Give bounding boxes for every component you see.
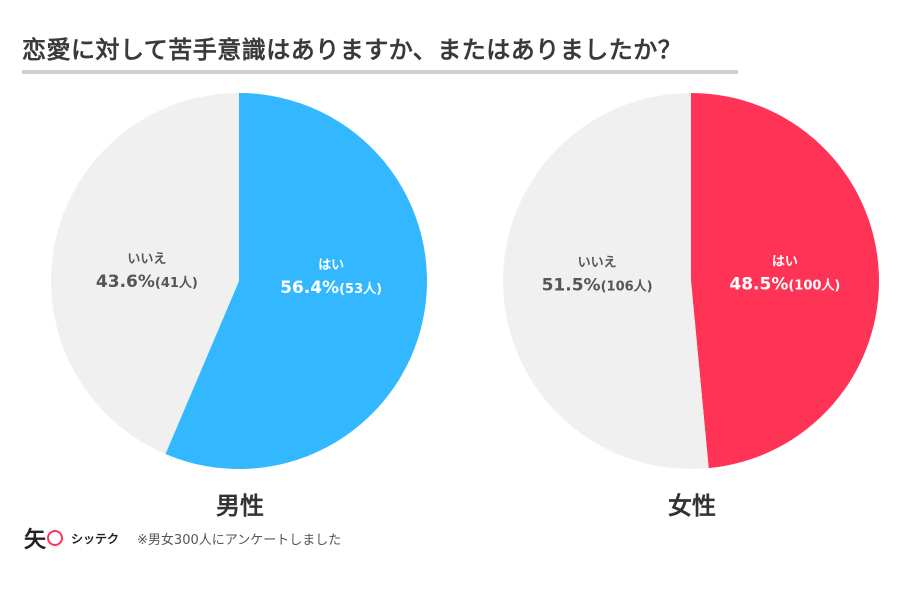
slice-value-1-1: 51.5%(106人) [542,276,653,296]
title-underline [22,70,738,74]
logo-text: シッテク [71,531,120,546]
pie-chart-male: はい 56.4%(53人) いいえ 43.6%(41人) [51,93,428,469]
pie-chart-female: はい 48.5%(100人) いいえ 51.5%(106人) [502,93,879,469]
pie-slice-0-0 [165,93,428,469]
slice-label-0-0: はい [318,258,344,273]
footer: 矢 シッテク ※男女300人にアンケートしました [24,522,341,554]
survey-note: ※男女300人にアンケートしました [137,532,342,548]
logo: 矢 [24,522,64,554]
slice-label-1-1: いいえ [578,256,617,271]
logo-char: 矢 [24,528,47,553]
logo-dot-icon [47,530,64,546]
slice-label-0-1: いいえ [127,252,166,267]
slice-value-0-1: 43.6%(41人) [96,272,198,292]
pie-slice-0-1 [51,93,239,455]
slice-value-1-0: 48.5%(100人) [729,274,840,294]
slice-value-0-0: 56.4%(53人) [280,278,382,298]
chart-title: 恋愛に対して苦手意識はありますか、またはありましたか？ [22,36,683,64]
pie-slice-1-1 [502,93,709,469]
caption-female: 女性 [668,492,716,520]
pie-slice-1-0 [691,93,879,469]
slice-label-1-0: はい [772,254,798,269]
caption-male: 男性 [216,492,264,520]
